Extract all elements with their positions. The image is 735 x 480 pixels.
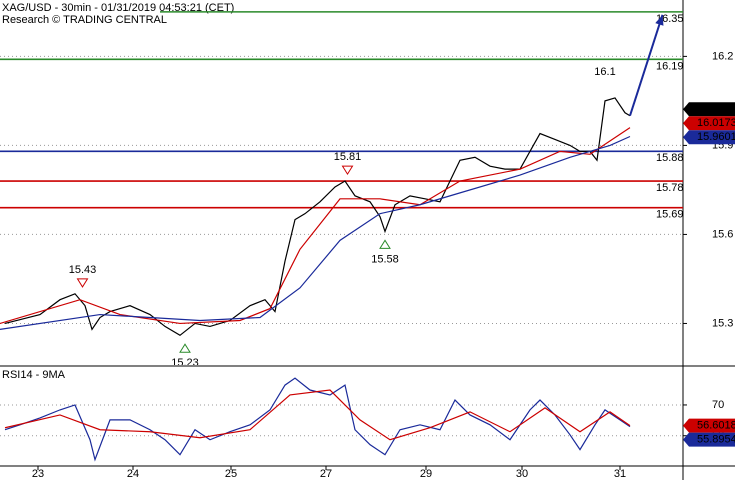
last-value-box bbox=[683, 130, 735, 145]
x-tick-label: 23 bbox=[32, 468, 44, 480]
level-label: 15.69 bbox=[656, 209, 684, 221]
x-tick-label: 30 bbox=[516, 468, 528, 480]
marker-down bbox=[76, 278, 89, 288]
x-tick-label: 27 bbox=[320, 468, 332, 480]
last-value-label: 16.022 bbox=[697, 103, 731, 115]
panel: 15.43 15.81 15.58 15.23 16.1 bbox=[0, 11, 683, 369]
series-line bbox=[4, 377, 631, 462]
last-value-label: 55.8954 bbox=[697, 433, 735, 445]
y-tick-label: 16.2 bbox=[712, 50, 733, 62]
annotation-label: 15.58 bbox=[371, 253, 399, 265]
last-value-label: 56.6018 bbox=[697, 419, 735, 431]
level-label: 15.88 bbox=[656, 152, 684, 164]
last-value-box bbox=[683, 418, 735, 433]
annotation-label: 15.43 bbox=[69, 264, 97, 276]
annotation-label: 15.81 bbox=[334, 151, 362, 163]
level-label: 16.19 bbox=[656, 60, 684, 72]
x-tick-label: 25 bbox=[225, 468, 237, 480]
rsi-title: RSI14 - 9MA bbox=[2, 369, 66, 381]
x-tick-label: 31 bbox=[614, 468, 626, 480]
series-line bbox=[4, 97, 631, 337]
series-line bbox=[0, 135, 631, 330]
last-value-label: 15.9601 bbox=[697, 131, 735, 143]
y-tick-label: 15.6 bbox=[712, 228, 733, 240]
marker-up bbox=[179, 343, 191, 353]
last-value-label: 16.0173 bbox=[697, 117, 735, 129]
y-tick-label: 70 bbox=[712, 399, 724, 411]
last-value-box bbox=[683, 102, 735, 117]
series-line bbox=[4, 389, 631, 441]
annotation-label: 15.23 bbox=[171, 357, 199, 369]
chart-subtitle: Research © TRADING CENTRAL bbox=[2, 14, 167, 26]
marker-up bbox=[379, 239, 391, 249]
x-tick-label: 24 bbox=[127, 468, 139, 480]
last-value-box bbox=[683, 116, 735, 131]
x-tick-label: 29 bbox=[420, 468, 432, 480]
annotation-label: 16.1 bbox=[594, 66, 615, 78]
level-label: 15.78 bbox=[656, 182, 684, 194]
projection-arrow bbox=[629, 14, 664, 117]
arrow-head bbox=[655, 14, 664, 26]
y-tick-label: 15.3 bbox=[712, 317, 733, 329]
chart-title: XAG/USD - 30min - 01/31/2019 04:53:21 (C… bbox=[2, 2, 234, 14]
panel bbox=[0, 377, 683, 462]
marker-down bbox=[341, 165, 354, 176]
last-value-box bbox=[683, 432, 735, 447]
